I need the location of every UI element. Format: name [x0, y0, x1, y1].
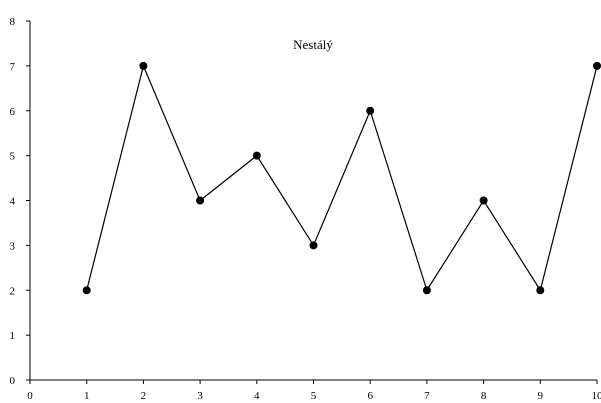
x-tick-label: 5: [311, 390, 317, 402]
y-tick-label: 7: [10, 61, 16, 73]
data-point: [139, 61, 148, 70]
data-point: [252, 151, 261, 160]
data-point: [366, 106, 375, 115]
series-line: [86, 63, 598, 292]
data-point: [82, 286, 91, 295]
x-tick-label: 6: [367, 390, 373, 402]
data-point: [422, 286, 431, 295]
data-point: [196, 196, 205, 205]
x-tick-label: 2: [141, 390, 147, 402]
y-tick-label: 6: [10, 106, 16, 118]
y-tick-label: 3: [10, 240, 16, 252]
data-point: [479, 196, 488, 205]
x-axis-ticks: 0 1 2 3 4 5 6 7 8 9 10: [27, 380, 601, 402]
y-tick-label: 8: [10, 16, 16, 28]
x-tick-label: 4: [254, 390, 260, 402]
series-layer: [82, 61, 601, 295]
data-point: [536, 286, 545, 295]
chart-title: Nestálý: [293, 37, 333, 52]
y-tick-label: 4: [10, 196, 16, 208]
x-tick-label: 0: [27, 390, 33, 402]
x-tick-label: 10: [592, 390, 601, 402]
chart-axes: [29, 21, 597, 381]
data-point: [309, 241, 318, 250]
x-tick-label: 8: [481, 390, 487, 402]
x-tick-label: 9: [538, 390, 544, 402]
x-tick-label: 7: [424, 390, 430, 402]
y-tick-label: 0: [10, 375, 16, 387]
y-tick-label: 1: [10, 330, 16, 342]
y-tick-label: 5: [10, 151, 16, 163]
data-point: [593, 61, 601, 70]
y-axis-ticks: 0 1 2 3 4 5 6 7 8: [10, 16, 30, 387]
y-tick-label: 2: [10, 285, 16, 297]
x-tick-label: 3: [197, 390, 203, 402]
x-tick-label: 1: [84, 390, 90, 402]
